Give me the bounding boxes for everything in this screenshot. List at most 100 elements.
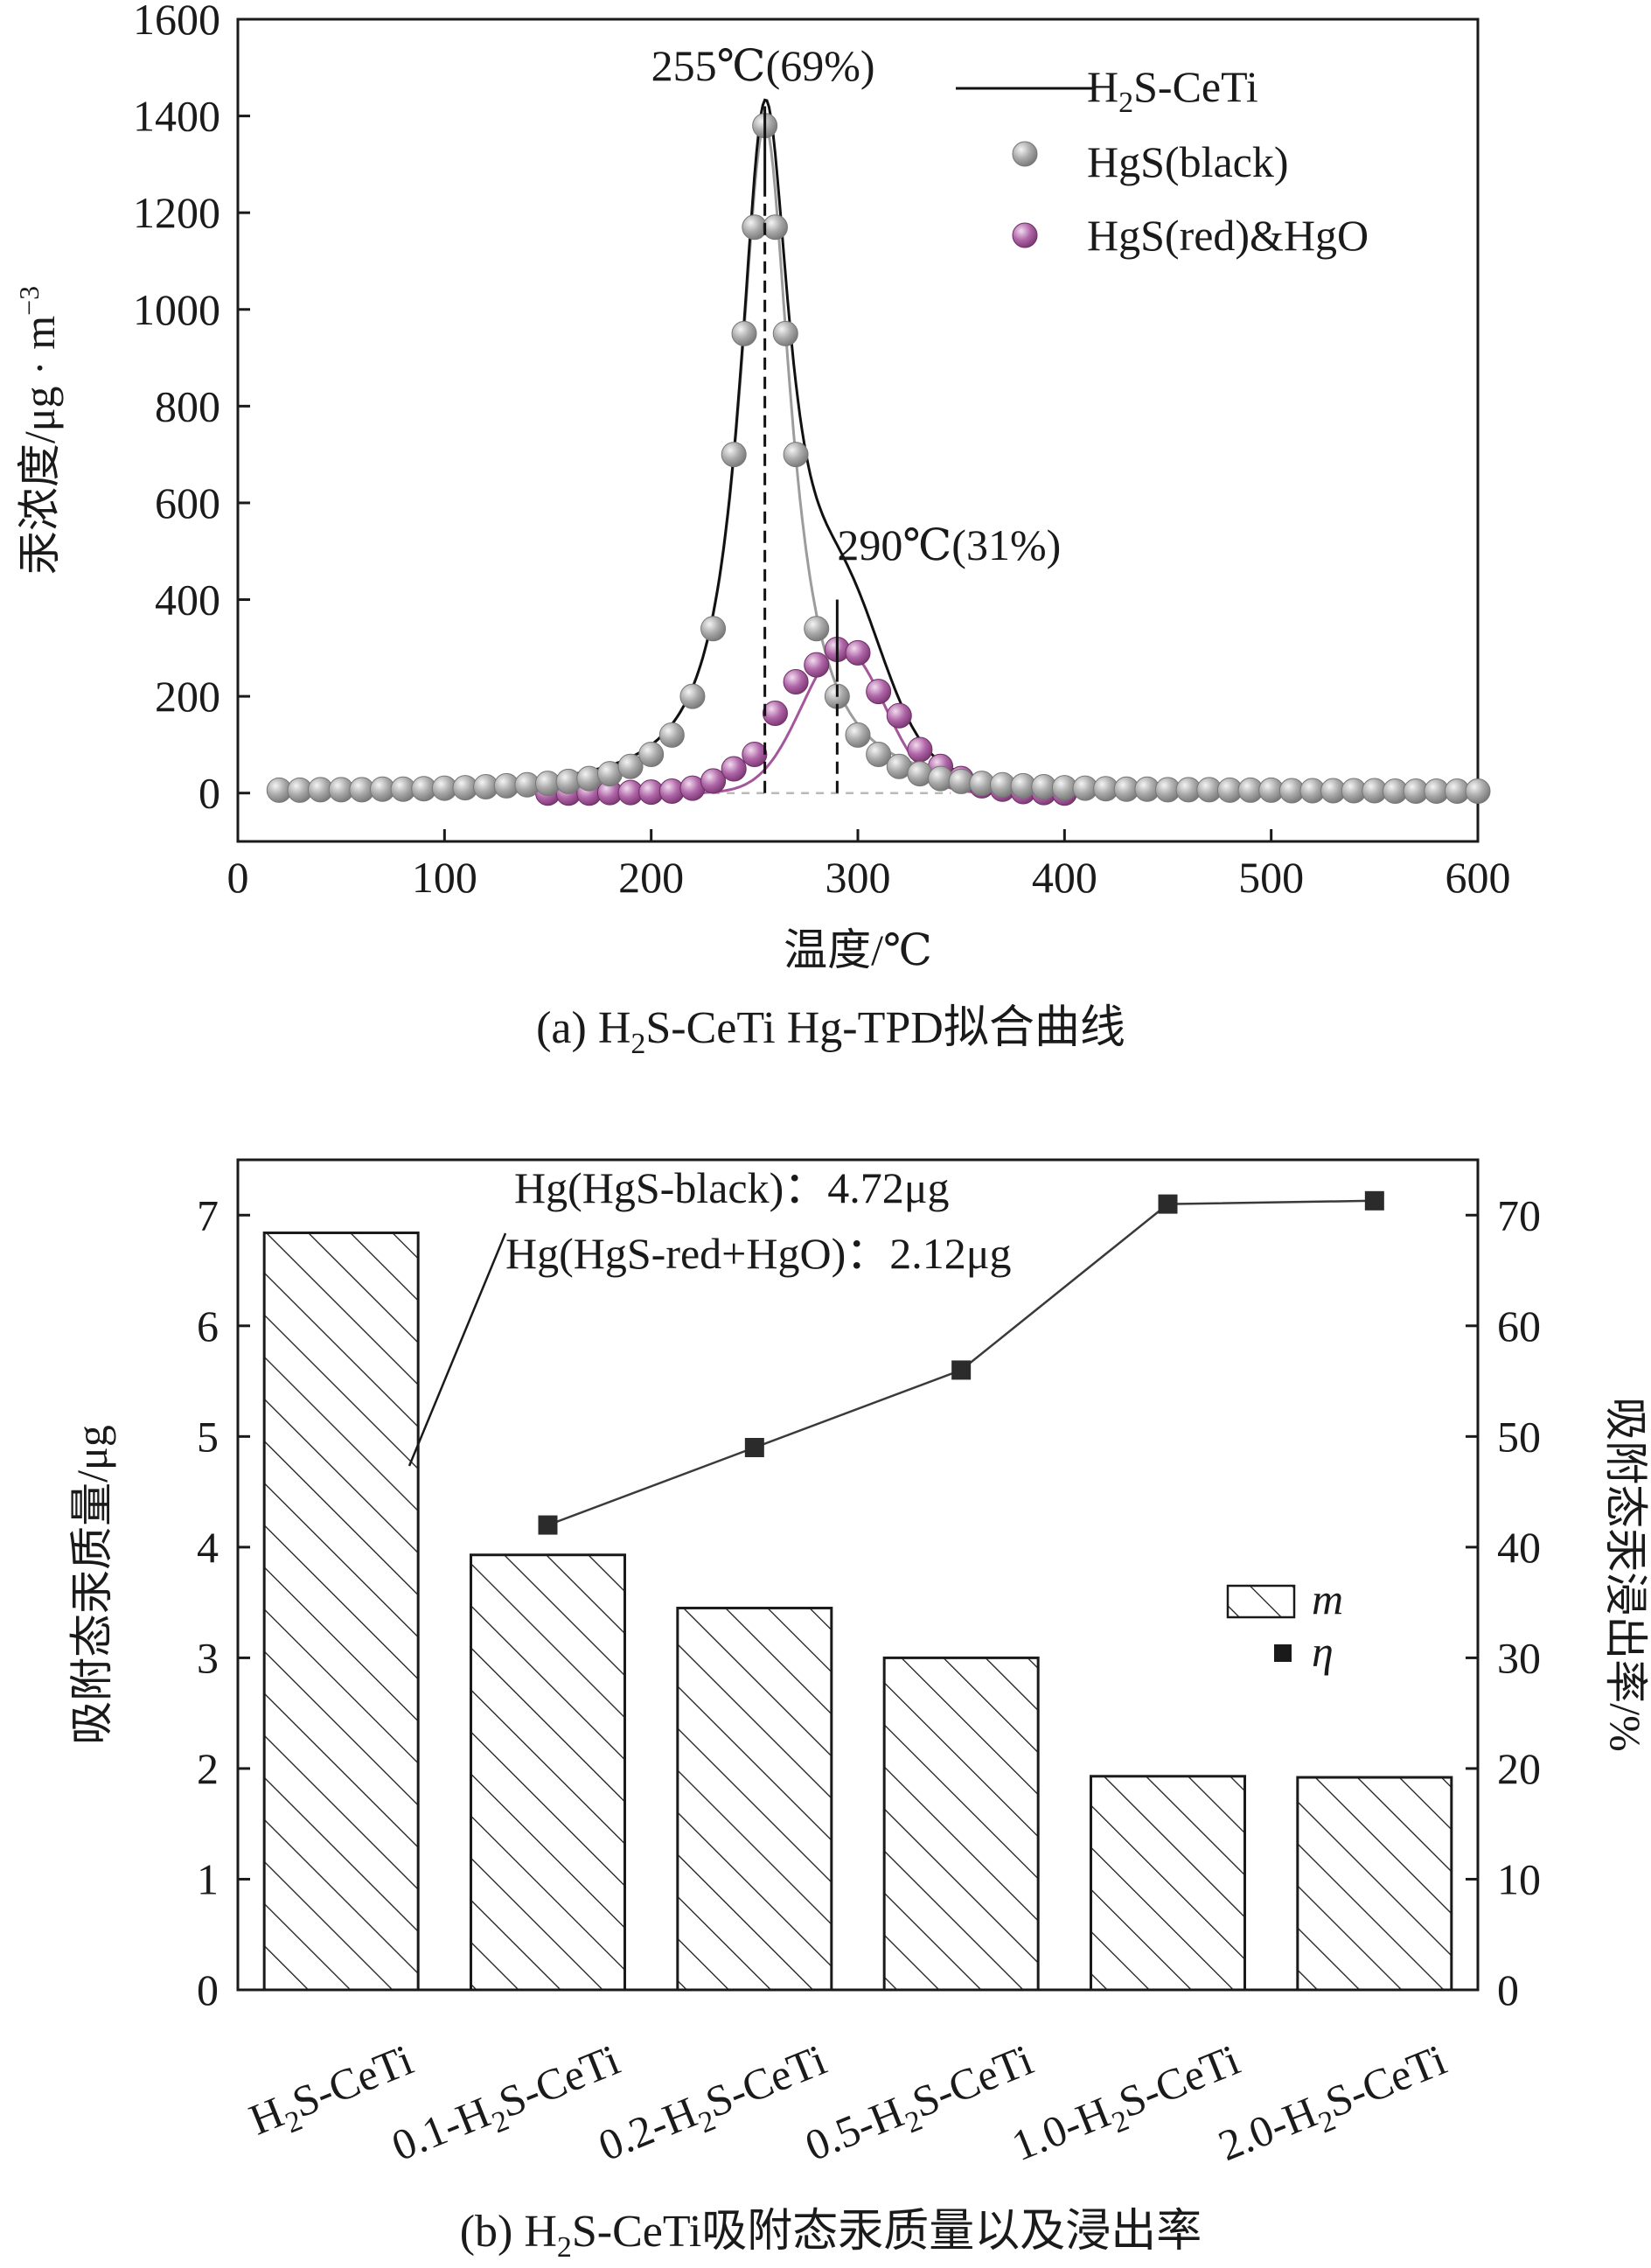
red-point <box>907 736 933 763</box>
bar-m <box>676 1606 833 1992</box>
y-tick-label: 1400 <box>133 92 220 141</box>
black-point <box>658 722 685 748</box>
black-point <box>731 320 757 346</box>
left-y-tick-label: 7 <box>197 1190 219 1239</box>
legend-red-marker <box>1012 222 1038 248</box>
black-point <box>866 741 892 767</box>
chart-a-frame <box>236 17 1480 843</box>
chart-a-xlabel: 温度/℃ <box>784 925 932 974</box>
red-point <box>700 768 727 794</box>
y-tick-label: 1000 <box>133 285 220 334</box>
x-tick-label: 0 <box>227 853 249 902</box>
right-y-tick-label: 70 <box>1497 1190 1541 1239</box>
black-point <box>721 442 747 468</box>
left-y-tick-label: 0 <box>197 1965 219 2014</box>
left-y-tick-label: 6 <box>197 1301 219 1350</box>
red-point <box>721 756 747 782</box>
y-tick-label: 600 <box>155 478 220 527</box>
x-tick-label: 200 <box>618 853 684 902</box>
legend-black-marker <box>1012 141 1038 167</box>
red-point <box>845 639 871 666</box>
legend-eta-label: η <box>1312 1627 1334 1676</box>
legend-red-label: HgS(red)&HgO <box>1087 211 1369 260</box>
chart-a-ylabel: 汞浓度/μg · m−3 <box>13 286 64 575</box>
left-y-tick-label: 2 <box>197 1744 219 1793</box>
bar-m <box>882 1656 1040 1992</box>
right-y-tick-label: 40 <box>1497 1523 1541 1572</box>
x-tick-label: 100 <box>412 853 477 902</box>
red-point <box>804 652 830 678</box>
x-category-label: 0.1-H2S-CeTi <box>385 2034 629 2177</box>
chart-b-frame <box>236 1158 1480 1992</box>
legend-m-swatch <box>1226 1584 1296 1619</box>
x-tick-label: 600 <box>1445 853 1511 902</box>
x-category-label: 2.0-H2S-CeTi <box>1212 2034 1456 2177</box>
bar-m <box>1090 1775 1246 1992</box>
black-point <box>1465 778 1491 804</box>
black-point <box>679 683 706 709</box>
black-point <box>700 616 727 642</box>
x-category-label: 0.5-H2S-CeTi <box>798 2034 1042 2177</box>
right-y-tick-label: 30 <box>1497 1633 1541 1682</box>
chart-b-ylabel2: 吸附态汞浸出率/% <box>1601 1397 1650 1752</box>
eta-point <box>951 1360 972 1380</box>
black-point <box>783 442 809 468</box>
peak-label: 255℃(69%) <box>651 41 875 90</box>
right-y-tick-label: 20 <box>1497 1744 1541 1793</box>
bar-m <box>470 1553 626 1992</box>
eta-point <box>744 1437 764 1457</box>
chart-a-axes: 0 100 200 300 400 500 600 0 200 400 600 800 1000 1200… <box>133 0 1511 902</box>
eta-point <box>538 1515 558 1535</box>
chart-b-ylabel: 吸附态汞质量/μg <box>67 1425 116 1745</box>
legend-black-label: HgS(black) <box>1087 137 1289 186</box>
right-y-tick-label: 60 <box>1497 1301 1541 1350</box>
black-point <box>772 320 798 346</box>
right-y-tick-label: 10 <box>1497 1854 1541 1903</box>
chart-b-annotation-black: Hg(HgS-black)：4.72μg <box>514 1163 950 1212</box>
x-tick-label: 500 <box>1238 853 1304 902</box>
red-point <box>886 702 912 729</box>
y-tick-label: 1600 <box>133 0 220 44</box>
chart-a: 0 100 200 300 400 500 600 0 200 400 600 800 1000 1200… <box>13 0 1511 1060</box>
legend-m-label: m <box>1312 1574 1343 1623</box>
legend-eta-marker <box>1274 1644 1292 1662</box>
y-tick-label: 200 <box>155 672 220 721</box>
red-point <box>762 700 788 726</box>
chart-a-caption: (a) H2S-CeTi Hg-TPD拟合曲线 <box>536 1003 1125 1060</box>
y-tick-label: 1200 <box>133 188 220 237</box>
chart-b-legend: m η <box>1226 1574 1343 1676</box>
chart-a-legend: H2S-CeTi HgS(black) HgS(red)&HgO <box>956 62 1369 260</box>
red-point <box>866 679 892 705</box>
black-point <box>845 722 871 748</box>
left-y-tick-label: 4 <box>197 1523 219 1572</box>
eta-point <box>1158 1194 1178 1214</box>
black-point <box>804 616 830 642</box>
chart-a-plot <box>266 98 1491 806</box>
y-tick-label: 0 <box>199 769 220 818</box>
chart-a-annotations: 255℃(69%) 290℃(31%) <box>651 41 1061 793</box>
left-y-tick-label: 5 <box>197 1412 219 1461</box>
chart-b-annotation-red: Hg(HgS-red+HgO)：2.12μg <box>505 1229 1012 1278</box>
x-category-label: 1.0-H2S-CeTi <box>1005 2034 1249 2177</box>
right-y-tick-label: 50 <box>1497 1412 1541 1461</box>
right-y-tick-label: 0 <box>1497 1965 1519 2014</box>
chart-b-bars <box>262 1232 1453 1992</box>
black-point <box>762 214 788 241</box>
chart-b-annotation-leader <box>408 1232 507 1467</box>
chart-b-caption: (b) H2S-CeTi吸附态汞质量以及浸出率 <box>460 2207 1202 2264</box>
x-tick-label: 400 <box>1032 853 1097 902</box>
x-tick-label: 300 <box>826 853 891 902</box>
black-point <box>638 741 665 767</box>
y-tick-label: 800 <box>155 381 220 430</box>
left-y-tick-label: 1 <box>197 1854 219 1903</box>
x-category-label: 0.2-H2S-CeTi <box>592 2034 836 2177</box>
bar-m <box>1296 1776 1453 1992</box>
peak-label: 290℃(31%) <box>837 520 1061 569</box>
chart-b-eta-series <box>538 1190 1384 1535</box>
black-point <box>617 753 644 779</box>
eta-point <box>1364 1190 1384 1211</box>
red-point <box>783 669 809 695</box>
y-tick-label: 400 <box>155 576 220 625</box>
left-y-tick-label: 3 <box>197 1633 219 1682</box>
